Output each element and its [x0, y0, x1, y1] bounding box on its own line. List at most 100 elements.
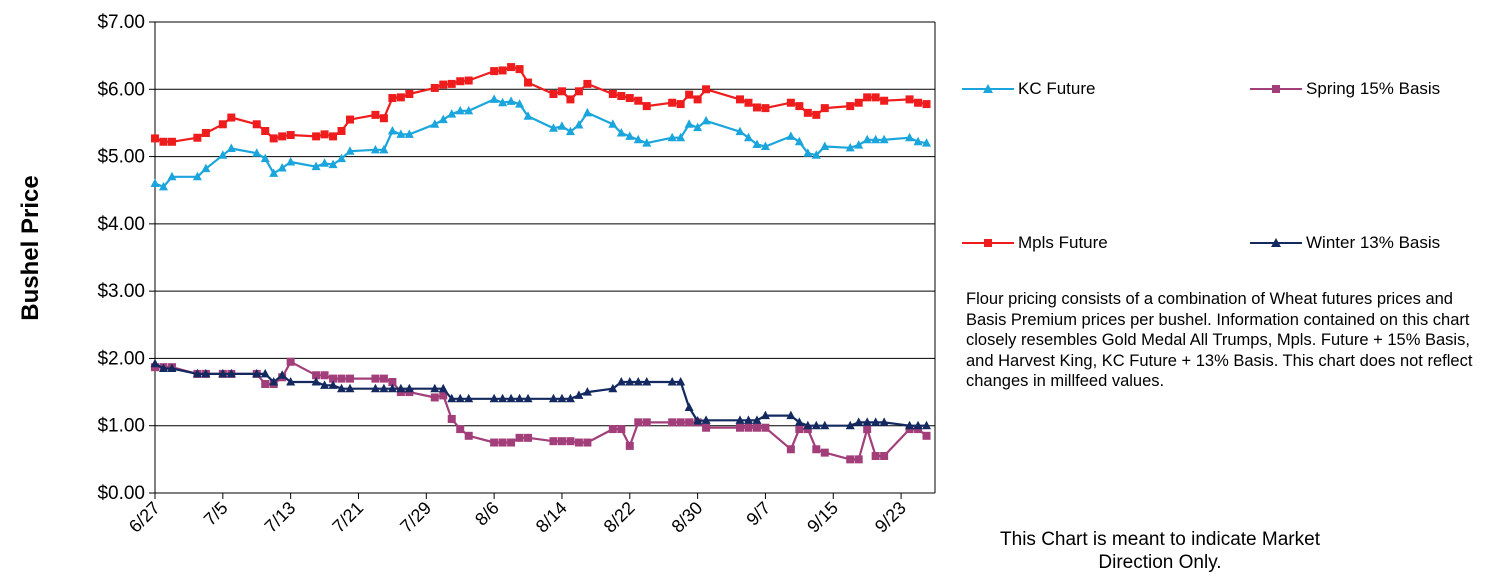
data-point — [608, 383, 618, 393]
data-point — [642, 376, 652, 386]
data-point — [854, 140, 864, 149]
data-point — [761, 423, 770, 432]
data-point — [633, 134, 643, 144]
data-point — [158, 181, 168, 191]
data-point — [515, 433, 524, 442]
data-point — [404, 383, 414, 393]
data-point — [735, 126, 745, 136]
data-point — [752, 415, 762, 424]
data-point — [218, 120, 227, 129]
data-point — [464, 393, 474, 403]
data-point — [192, 171, 202, 181]
data-point — [311, 376, 321, 386]
data-point — [811, 150, 821, 159]
data-point — [583, 79, 592, 88]
data-point — [379, 144, 389, 154]
data-point — [549, 437, 558, 446]
data-point — [702, 423, 711, 432]
data-point — [455, 393, 465, 403]
data-point — [312, 371, 321, 380]
x-tick-label: 9/15 — [803, 498, 842, 537]
data-point — [863, 425, 872, 434]
data-point — [922, 431, 931, 440]
legend-winter-basis-marker — [1250, 238, 1302, 247]
data-point — [489, 393, 499, 403]
data-point — [616, 128, 626, 137]
data-point — [218, 368, 228, 378]
data-point — [845, 142, 855, 152]
data-point — [379, 383, 389, 393]
data-point — [863, 93, 872, 102]
data-point — [922, 100, 931, 109]
data-point — [811, 420, 821, 430]
data-point — [744, 98, 753, 107]
data-point — [803, 148, 813, 157]
data-point — [498, 438, 507, 447]
data-point — [854, 98, 863, 107]
line-chart: $0.00 $1.00 $2.00 $3.00 $4.00 $5.00 $6.00 $7.00… — [17, 12, 936, 537]
data-point — [278, 132, 287, 141]
data-point — [871, 417, 881, 426]
legend-mpls-future: Mpls Future — [962, 233, 1108, 253]
data-point — [430, 383, 440, 393]
data-point — [752, 139, 762, 148]
data-point — [456, 77, 465, 86]
data-point — [506, 96, 516, 105]
data-point — [201, 163, 211, 173]
y-tick-label: $4.00 — [97, 214, 145, 235]
data-point — [167, 137, 176, 146]
data-point — [320, 158, 330, 167]
data-point — [252, 120, 261, 129]
data-point — [370, 144, 380, 154]
data-point — [455, 105, 465, 115]
series-winter-13-basis — [150, 358, 932, 430]
data-point — [820, 448, 829, 457]
data-point — [905, 132, 915, 142]
data-point — [846, 102, 855, 111]
data-point — [701, 415, 711, 424]
data-point — [430, 83, 439, 92]
data-point — [693, 95, 702, 104]
data-point — [565, 126, 575, 136]
data-point — [396, 383, 406, 393]
data-point — [820, 104, 829, 113]
data-point — [557, 87, 566, 96]
x-tick-label: 8/30 — [668, 498, 707, 537]
data-point — [752, 103, 761, 112]
data-point — [405, 89, 414, 98]
y-tick-label: $2.00 — [97, 348, 145, 369]
data-point — [370, 383, 380, 393]
data-point — [388, 377, 397, 386]
data-point — [337, 127, 346, 136]
data-point — [905, 95, 914, 104]
data-point — [430, 119, 440, 128]
data-point — [685, 418, 694, 427]
data-point — [676, 376, 686, 386]
data-point — [583, 438, 592, 447]
data-point — [668, 418, 677, 427]
data-point — [786, 445, 795, 454]
series-mpls-future — [151, 63, 931, 146]
data-point — [743, 415, 753, 424]
data-point — [456, 425, 465, 434]
x-tick-label: 7/5 — [200, 498, 232, 530]
data-point — [464, 431, 473, 440]
data-point — [566, 95, 575, 104]
data-point — [277, 370, 287, 379]
data-point — [218, 150, 228, 159]
y-axis-label: Bushel Price — [17, 175, 44, 320]
data-point — [905, 420, 915, 430]
data-point — [252, 148, 262, 157]
data-point — [498, 393, 508, 403]
y-tick-label: $1.00 — [97, 416, 145, 437]
data-point — [524, 78, 533, 87]
x-tick-label: 7/13 — [261, 498, 300, 537]
data-point — [329, 374, 338, 383]
data-point — [337, 374, 346, 383]
series-line — [154, 65, 927, 143]
data-point — [634, 418, 643, 427]
data-point — [328, 380, 338, 389]
pricing-note: Flour pricing consists of a combination … — [966, 290, 1473, 390]
data-point — [668, 98, 677, 107]
data-point — [320, 380, 330, 389]
